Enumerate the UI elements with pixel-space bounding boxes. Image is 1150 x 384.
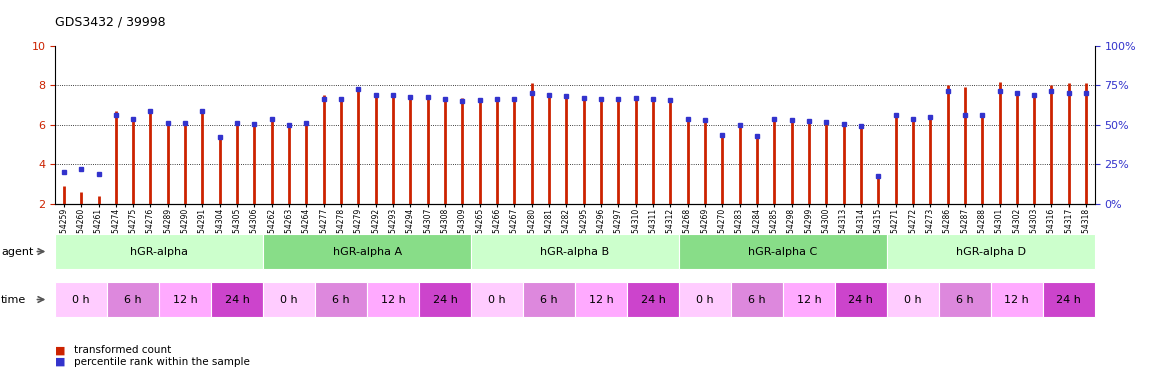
Text: 6 h: 6 h xyxy=(124,295,141,305)
Text: 6 h: 6 h xyxy=(956,295,974,305)
Text: 0 h: 0 h xyxy=(904,295,921,305)
Text: 24 h: 24 h xyxy=(224,295,250,305)
Text: GDS3432 / 39998: GDS3432 / 39998 xyxy=(55,15,166,28)
Text: hGR-alpha D: hGR-alpha D xyxy=(956,247,1026,257)
Text: 24 h: 24 h xyxy=(641,295,666,305)
Text: 0 h: 0 h xyxy=(72,295,90,305)
Text: 0 h: 0 h xyxy=(489,295,506,305)
Text: 24 h: 24 h xyxy=(849,295,873,305)
Text: 6 h: 6 h xyxy=(540,295,558,305)
Text: time: time xyxy=(1,295,26,305)
Text: 6 h: 6 h xyxy=(332,295,350,305)
Text: ■: ■ xyxy=(55,345,66,355)
Text: 12 h: 12 h xyxy=(797,295,821,305)
Text: hGR-alpha C: hGR-alpha C xyxy=(749,247,818,257)
Text: 12 h: 12 h xyxy=(172,295,198,305)
Text: hGR-alpha A: hGR-alpha A xyxy=(332,247,401,257)
Text: hGR-alpha B: hGR-alpha B xyxy=(540,247,610,257)
Text: 24 h: 24 h xyxy=(432,295,458,305)
Text: 12 h: 12 h xyxy=(381,295,406,305)
Text: 0 h: 0 h xyxy=(281,295,298,305)
Text: 24 h: 24 h xyxy=(1057,295,1081,305)
Text: 12 h: 12 h xyxy=(1004,295,1029,305)
Text: 0 h: 0 h xyxy=(696,295,714,305)
Text: 12 h: 12 h xyxy=(589,295,613,305)
Text: percentile rank within the sample: percentile rank within the sample xyxy=(74,357,250,367)
Text: ■: ■ xyxy=(55,357,66,367)
Text: transformed count: transformed count xyxy=(74,345,171,355)
Text: agent: agent xyxy=(1,247,33,257)
Text: hGR-alpha: hGR-alpha xyxy=(130,247,189,257)
Text: 6 h: 6 h xyxy=(749,295,766,305)
